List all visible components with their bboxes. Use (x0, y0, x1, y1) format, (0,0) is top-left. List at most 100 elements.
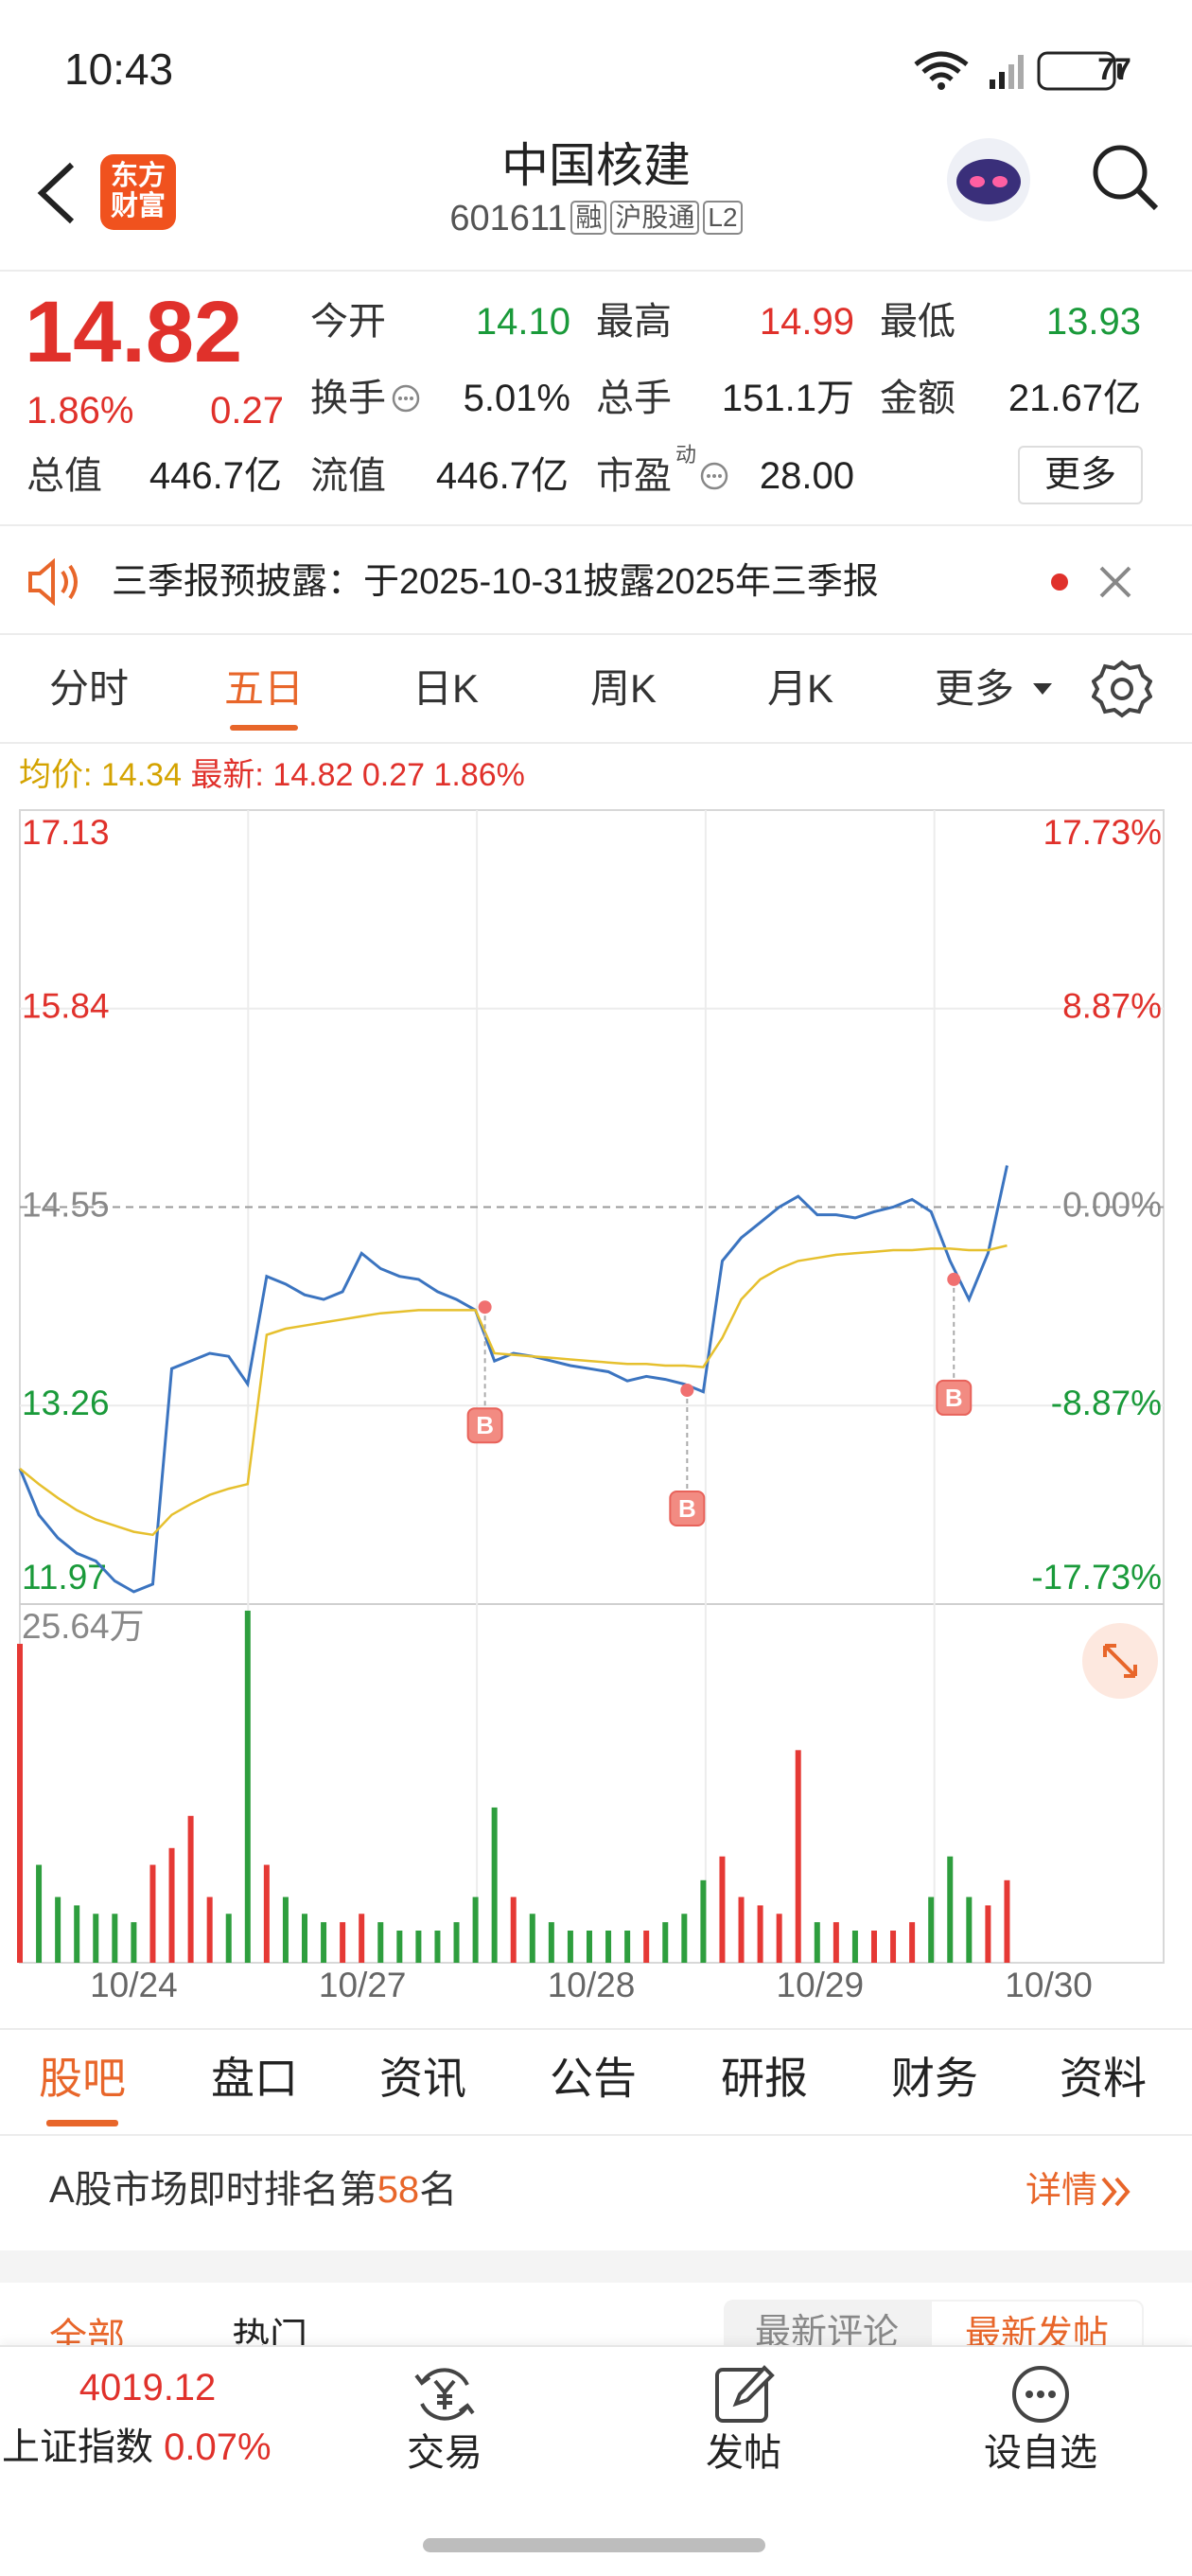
app-logo[interactable]: 东方 财富 (100, 154, 176, 230)
y2-tick-label: 17.73% (1043, 813, 1163, 852)
action-label[interactable]: 交易 (407, 2432, 482, 2474)
y-tick-label: 13.26 (22, 1384, 110, 1422)
section-tab[interactable]: 资讯 (379, 2054, 466, 2103)
notice-text[interactable]: 三季报预披露：于2025-10-31披露2025年三季报 (112, 562, 879, 602)
chart-tab[interactable]: 更多 (934, 666, 1014, 711)
volume-bar (643, 1931, 650, 1963)
volume-bar (359, 1914, 365, 1963)
volume-bar (434, 1931, 441, 1963)
field-value: 5.01% (463, 378, 570, 419)
pe-superscript: 动 (675, 443, 697, 467)
volume-bar (17, 1643, 23, 1963)
assistant-avatar[interactable] (941, 132, 1036, 227)
volume-bar (74, 1905, 80, 1963)
ranking-prefix: A股市场即时排名第 (49, 2169, 377, 2211)
notice-controls[interactable] (1041, 560, 1145, 604)
buy-badge (936, 1379, 973, 1416)
expand-icon (1103, 1644, 1137, 1678)
back-button[interactable] (28, 159, 85, 225)
volume-bar (510, 1897, 517, 1963)
field-label: 金额 (880, 378, 955, 419)
more-button[interactable]: 更多 (1018, 446, 1143, 504)
field-value: 14.10 (475, 301, 570, 343)
tab-underline (46, 2120, 118, 2126)
stock-tag: L2 (703, 201, 743, 235)
volume-bar (624, 1931, 631, 1963)
field-value: 28.00 (759, 455, 854, 497)
info-icon[interactable] (390, 382, 422, 415)
field-value: 21.67亿 (1008, 378, 1141, 419)
stock-code-row: 601611 融沪股通 L2 (359, 201, 833, 237)
post-icon[interactable] (711, 2362, 776, 2426)
volume-bar (415, 1931, 422, 1963)
volume-bar (681, 1914, 688, 1963)
divider (0, 270, 1192, 272)
section-tab[interactable]: 资料 (1060, 2054, 1147, 2103)
chart-legend: 均价: 14.34 最新: 14.82 0.27 1.86% (19, 759, 525, 791)
volume-bar (1004, 1879, 1010, 1963)
average-line (19, 1244, 1008, 1537)
divider (0, 2134, 1192, 2136)
field-label: 总值 (26, 455, 102, 497)
volume-bar (605, 1931, 612, 1963)
watchlist-icon[interactable] (1008, 2362, 1073, 2426)
chart-tab[interactable]: 五日 (223, 666, 304, 711)
chart-tab[interactable]: 分时 (48, 666, 129, 711)
info-icon[interactable] (698, 460, 730, 492)
volume-bar (244, 1610, 251, 1963)
home-indicator (423, 2538, 765, 2552)
stock-code: 601611 (449, 199, 568, 238)
status-icons (914, 51, 1122, 91)
volume-bar (36, 1864, 43, 1963)
volume-bar (529, 1914, 535, 1963)
chevron-icon (1101, 2177, 1131, 2207)
volume-bar (776, 1914, 782, 1963)
index-row[interactable]: 上证指数 0.07% (2, 2428, 272, 2466)
field-label: 流值 (310, 455, 386, 497)
volume-bar (985, 1905, 991, 1963)
section-tab[interactable]: 研报 (721, 2054, 808, 2103)
logo-line: 财富 (110, 191, 166, 221)
volume-bar (93, 1914, 99, 1963)
change-amount: 0.27 (210, 390, 284, 432)
chart-tab[interactable]: 日K (412, 666, 479, 711)
volume-bar (187, 1815, 194, 1963)
volume-bar (377, 1922, 384, 1963)
buy-badge (669, 1490, 706, 1526)
volume-bar (548, 1922, 554, 1963)
x-tick-label: 10/28 (548, 1966, 636, 2004)
index-value[interactable]: 4019.12 (79, 2367, 217, 2408)
volume-bar (472, 1897, 479, 1963)
volume-bar (586, 1931, 592, 1963)
volume-bar (890, 1931, 897, 1963)
action-label[interactable]: 发帖 (706, 2432, 781, 2474)
chart-tab[interactable]: 周K (589, 666, 657, 711)
volume-bar (282, 1897, 289, 1963)
section-tab[interactable]: 盘口 (211, 2054, 298, 2103)
x-tick-label: 10/30 (1005, 1966, 1093, 2004)
divider (0, 742, 1192, 744)
section-tab[interactable]: 财务 (891, 2054, 978, 2103)
chart-tab[interactable]: 月K (766, 666, 833, 711)
buy-point (478, 1300, 492, 1314)
ranking-link[interactable]: 详情 (1025, 2171, 1098, 2211)
search-button[interactable] (1088, 140, 1164, 216)
volume-bar (453, 1922, 460, 1963)
volume-bar (947, 1856, 954, 1963)
volume-bar (491, 1807, 498, 1963)
field-value: 13.93 (1045, 301, 1141, 343)
settings-button[interactable] (1092, 659, 1152, 719)
status-time: 10:43 (64, 44, 174, 94)
section-tab[interactable]: 公告 (550, 2054, 637, 2103)
volume-bar (301, 1914, 307, 1963)
volume-bar (112, 1914, 118, 1963)
ranking-text: A股市场即时排名第58名 (49, 2171, 457, 2209)
trade-icon[interactable] (412, 2362, 477, 2426)
y2-tick-label: -17.73% (1031, 1558, 1162, 1597)
legend-avg: 均价: 14.34 (19, 757, 182, 793)
action-label[interactable]: 设自选 (984, 2432, 1097, 2474)
volume-bar (662, 1922, 669, 1963)
divider (0, 2028, 1192, 2030)
battery-level: 77 (1097, 52, 1131, 86)
section-tab[interactable]: 股吧 (39, 2054, 126, 2103)
